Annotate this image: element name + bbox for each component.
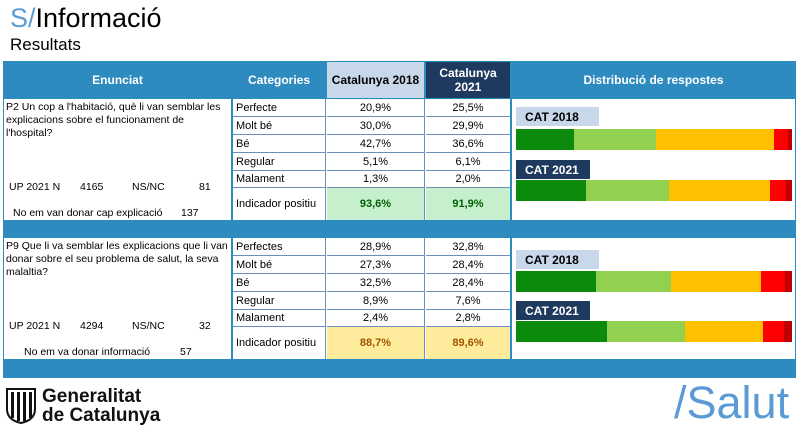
bar-segment-malament [784,321,792,342]
bar-segment-molt-be [595,271,672,292]
q2-indicator-label: Indicador positiu [236,337,317,349]
q1-row-2018: 20,9% [327,99,424,117]
salut-logo: /Salut [674,377,790,428]
q1-row-2021: 36,6% [426,135,510,153]
bar-segment-be [668,180,770,201]
col-header-categories: Categories [233,62,325,98]
q2-bar-cat2021 [516,321,792,342]
q1-row-2018: 5,1% [327,153,424,171]
q2-row-2018: 28,9% [327,238,424,256]
q2-indicator-2021: 89,6% [426,327,510,359]
brand-line-1: Generalitat [42,386,142,407]
q2-bar-cat2018 [516,271,792,292]
q1-divider [424,99,425,220]
bar-segment-perfecte [516,271,596,292]
q2-row-2021: 2,8% [426,310,510,327]
bar-segment-molt-be [586,180,669,201]
q2-row-label: Bé [233,274,325,292]
q1-up-label: UP 2021 N [9,181,61,193]
bar-segment-perfecte [516,129,574,150]
q1-row-label: Bé [233,135,325,153]
q2-row-2021: 28,4% [426,256,510,274]
bar-segment-malament [785,271,792,292]
q2-row-2018: 8,9% [327,292,424,310]
bar-segment-malament [788,129,792,150]
q2-row-label: Malament [233,310,325,327]
q2-n-value: 4294 [80,320,104,332]
q2-up-label: UP 2021 N [9,320,61,332]
q2-tag-cat2021: CAT 2021 [516,301,590,320]
col-header-enunciat: Enunciat [4,62,231,98]
q2-row-label: Perfectes [233,238,325,256]
q1-row-label: Molt bé [233,117,325,135]
bar-segment-regular [769,180,787,201]
brand-line-2: de Catalunya [42,405,161,426]
q1-note-value: 137 [181,207,199,219]
q2-note: No em va donar informació [24,346,151,358]
q2-row-2018: 32,5% [327,274,424,292]
page-subtitle: Resultats [10,35,81,54]
q1-question-text: P2 Un cop a l'habitació, què li van semb… [6,101,221,139]
q2-indicator-2018: 88,7% [327,327,424,359]
col-header-catalunya-2021: Catalunya 2021 [426,62,510,98]
q2-row-2018: 2,4% [327,310,424,327]
q1-row-2021: 6,1% [426,153,510,171]
q2-note-value: 57 [180,346,192,358]
q1-tag-cat2018: CAT 2018 [516,107,599,126]
q2-row-2018: 27,3% [327,256,424,274]
q1-indicator-2018: 93,6% [327,188,424,220]
bar-segment-perfecte [516,321,607,342]
q2-row-2021: 28,4% [426,274,510,292]
q1-row-2018: 1,3% [327,171,424,188]
col-header-distribucio: Distribució de respostes [512,62,795,98]
q1-nsnc-label: NS/NC [132,181,165,193]
bar-segment-molt-be [606,321,685,342]
q1-row-label: Regular [233,153,325,171]
q2-divider [424,238,425,359]
q1-nsnc-value: 81 [199,181,211,193]
q1-row-2021: 2,0% [426,171,510,188]
title-text: Informació [35,3,162,33]
q2-nsnc-label: NS/NC [132,320,165,332]
generalitat-logo-icon [6,388,36,424]
bar-segment-be [684,321,764,342]
q1-row-2018: 30,0% [327,117,424,135]
q2-enunciat-cell [4,238,231,359]
q2-row-label: Molt bé [233,256,325,274]
q2-row-label: Regular [233,292,325,310]
q1-row-2021: 29,9% [426,117,510,135]
q1-divider [325,99,326,220]
q1-row-2021: 25,5% [426,99,510,117]
q1-bar-cat2021 [516,180,792,201]
bar-segment-perfecte [516,180,587,201]
bar-segment-regular [774,129,789,150]
q1-bar-cat2018 [516,129,792,150]
q1-indicator-label: Indicador positiu [236,198,317,210]
q2-question-text: P9 Que li va semblar les explicacions qu… [6,240,228,278]
page-title: S/Informació [10,2,162,34]
bar-segment-molt-be [573,129,657,150]
q2-nsnc-value: 32 [199,320,211,332]
q1-tag-cat2021: CAT 2021 [516,160,590,179]
q1-enunciat-cell [4,99,231,220]
q2-divider [325,238,326,359]
title-slash: S/ [10,3,36,33]
bar-segment-regular [760,271,786,292]
generalitat-brand: Generalitat de Catalunya [42,387,160,425]
q2-tag-cat2018: CAT 2018 [516,250,599,269]
q1-n-value: 4165 [80,181,104,193]
q2-row-2021: 32,8% [426,238,510,256]
col-header-catalunya-2018: Catalunya 2018 [327,62,424,98]
q2-row-2021: 7,6% [426,292,510,310]
q1-row-label: Perfecte [233,99,325,117]
bar-segment-malament [786,180,792,201]
q1-row-2018: 42,7% [327,135,424,153]
q1-row-label: Malament [233,171,325,188]
q1-note: No em van donar cap explicació [13,207,163,219]
bar-segment-be [656,129,775,150]
q1-indicator-2021: 91,9% [426,188,510,220]
bar-segment-be [671,271,761,292]
bar-segment-regular [763,321,785,342]
